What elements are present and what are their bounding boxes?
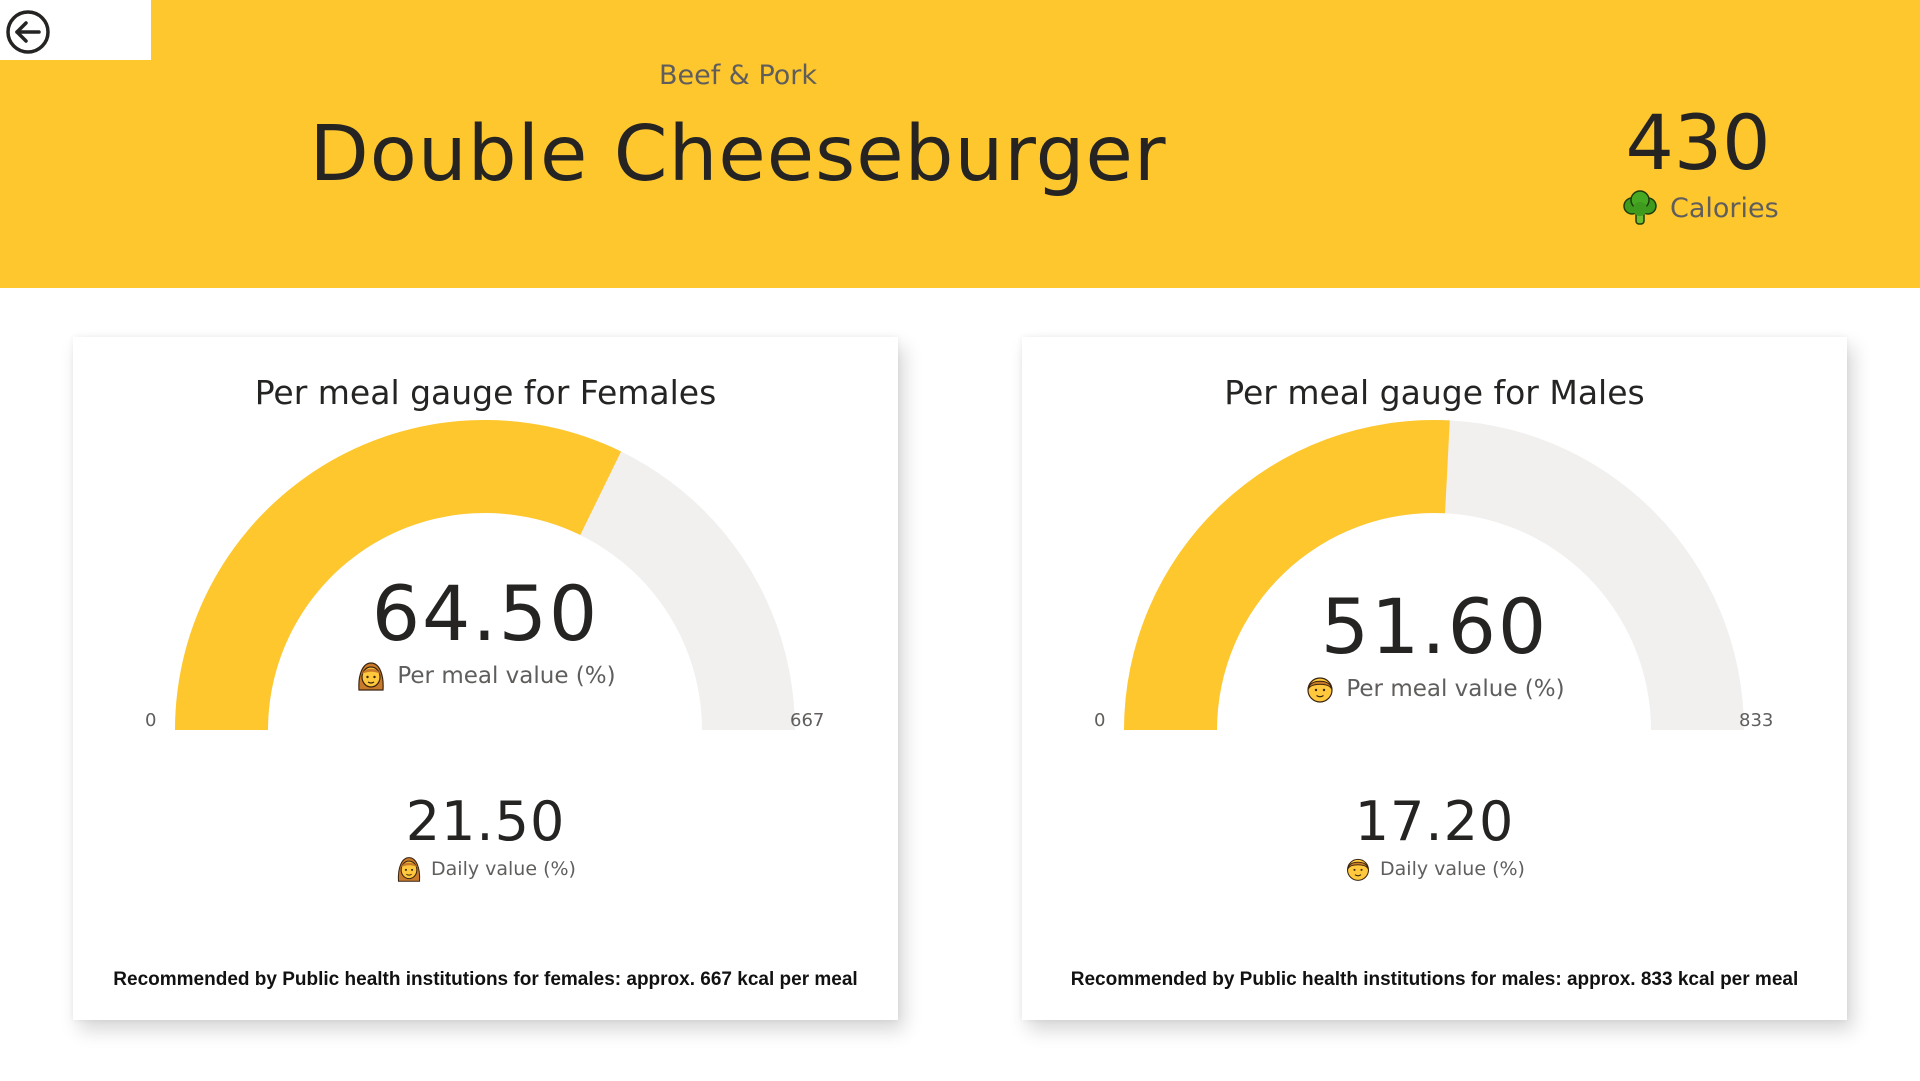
female-footnote: Recommended by Public health institution… [113, 969, 858, 990]
male-gauge-min-label: 0 [1094, 710, 1106, 731]
female-gauge-card: Per meal gauge for Females 0 667 64.50 P… [73, 337, 898, 1020]
broccoli-icon [1623, 190, 1657, 225]
male-gauge [1124, 419, 1744, 730]
back-button-area[interactable] [0, 0, 151, 60]
calories-caption: Calories [1620, 188, 1779, 228]
male-daily-block: 17.20 Daily value (%) [1022, 790, 1847, 883]
man-emoji-icon [1347, 858, 1370, 881]
woman-emoji-icon [397, 857, 421, 882]
male-gauge-max-label: 833 [1739, 710, 1774, 731]
male-daily-value: 17.20 [1354, 790, 1515, 853]
female-per-meal-label: Per meal value (%) [397, 663, 616, 689]
female-gauge-min-label: 0 [145, 710, 157, 731]
calories-value: 430 [1625, 98, 1771, 187]
female-per-meal-value: 64.50 [371, 569, 600, 658]
back-arrow-icon[interactable] [4, 8, 52, 56]
male-per-meal-value: 51.60 [1320, 582, 1549, 671]
woman-emoji-icon [358, 662, 385, 691]
female-gauge-center: 64.50 Per meal value (%) [73, 569, 898, 692]
male-footnote: Recommended by Public health institution… [1070, 969, 1799, 990]
male-gauge-card: Per meal gauge for Males 0 833 51.60 Per… [1022, 337, 1847, 1020]
female-gauge-fill [175, 419, 622, 730]
category-label: Beef & Pork [658, 60, 818, 91]
man-emoji-icon [1307, 677, 1333, 703]
female-daily-block: 21.50 Daily value (%) [73, 790, 898, 883]
female-gauge [175, 419, 795, 730]
header-banner: Beef & Pork Double Cheeseburger 430 Calo… [0, 0, 1920, 288]
female-card-title: Per meal gauge for Females [254, 373, 717, 412]
male-gauge-fill [1124, 419, 1450, 730]
female-daily-value: 21.50 [405, 790, 566, 853]
male-gauge-center: 51.60 Per meal value (%) [1022, 582, 1847, 705]
female-gauge-max-label: 667 [790, 710, 825, 731]
male-per-meal-label: Per meal value (%) [1346, 676, 1565, 702]
female-daily-label: Daily value (%) [431, 858, 576, 880]
page-title: Double Cheeseburger [309, 110, 1167, 199]
male-daily-label: Daily value (%) [1380, 858, 1525, 880]
calories-label: Calories [1670, 192, 1779, 224]
male-card-title: Per meal gauge for Males [1224, 373, 1645, 412]
